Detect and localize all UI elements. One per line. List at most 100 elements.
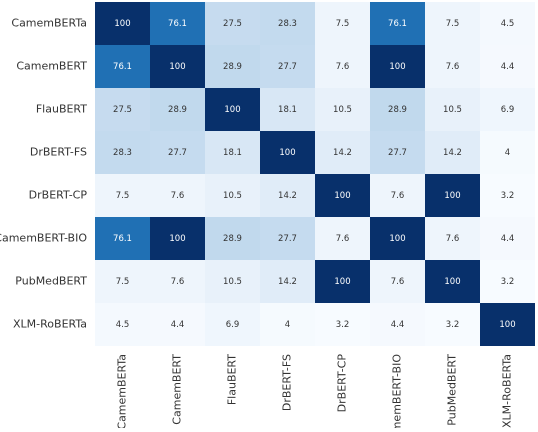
heatmap-cell (370, 217, 425, 260)
heatmap-cell (315, 2, 370, 45)
cell-value: 7.6 (446, 234, 460, 244)
heatmap-cell (315, 174, 370, 217)
y-tick-label: CamemBERTa (11, 17, 87, 30)
heatmap-cell (480, 88, 535, 131)
heatmap-cell (260, 217, 315, 260)
cell-value: 100 (224, 105, 240, 115)
heatmap-cell (95, 88, 150, 131)
cell-value: 18.1 (223, 148, 242, 158)
cell-value: 100 (114, 19, 130, 29)
x-tick-label: PubMedBERT (446, 354, 459, 426)
heatmap-cell (205, 217, 260, 260)
heatmap-cell (370, 174, 425, 217)
cell-value: 100 (169, 234, 185, 244)
heatmap-cell (370, 303, 425, 346)
heatmap-cell (260, 88, 315, 131)
heatmap-cell (150, 260, 205, 303)
cell-value: 4.5 (501, 19, 515, 29)
y-tick-label: FlauBERT (36, 103, 87, 116)
cell-value: 27.7 (168, 148, 187, 158)
heatmap-cell (150, 303, 205, 346)
y-tick-label: PubMedBERT (15, 275, 87, 288)
heatmap-cell (95, 303, 150, 346)
cell-value: 76.1 (113, 234, 132, 244)
cell-value: 100 (444, 277, 460, 287)
heatmap-cell (260, 131, 315, 174)
heatmap-cell (480, 217, 535, 260)
cell-value: 100 (444, 191, 460, 201)
x-tick-label: CamemBERT-BIO (391, 354, 404, 428)
y-tick-label: CamemBERT-BIO (0, 232, 87, 245)
cell-value: 100 (389, 234, 405, 244)
cell-value: 7.6 (391, 191, 405, 201)
heatmap-cell (480, 2, 535, 45)
heatmap-cell (205, 174, 260, 217)
cell-value: 3.2 (501, 191, 515, 201)
cell-value: 4.4 (391, 320, 405, 330)
cell-value: 7.6 (391, 277, 405, 287)
y-tick-label: DrBERT-CP (29, 189, 88, 202)
cell-value: 4.4 (501, 234, 515, 244)
heatmap-cell (95, 217, 150, 260)
cell-value: 27.7 (278, 62, 297, 72)
heatmap-cell (150, 217, 205, 260)
cell-value: 100 (279, 148, 295, 158)
heatmap-cell (370, 260, 425, 303)
cell-value: 7.6 (336, 62, 350, 72)
cell-value: 3.2 (336, 320, 350, 330)
cell-value: 7.5 (336, 19, 350, 29)
heatmap-cell (315, 303, 370, 346)
x-tick-label: CamemBERT (171, 354, 184, 425)
heatmap-cell (370, 45, 425, 88)
cell-value: 28.9 (388, 105, 407, 115)
cell-value: 100 (169, 62, 185, 72)
heatmap-cell (315, 45, 370, 88)
heatmap-cell (370, 131, 425, 174)
heatmap-cell (150, 45, 205, 88)
cell-value: 10.5 (333, 105, 352, 115)
cell-value: 10.5 (443, 105, 462, 115)
cell-value: 4 (505, 148, 510, 158)
heatmap-cell (480, 45, 535, 88)
heatmap-cell (370, 88, 425, 131)
cell-value: 100 (389, 62, 405, 72)
heatmap-cell (480, 174, 535, 217)
heatmap-cell (95, 174, 150, 217)
x-tick-label: FlauBERT (226, 354, 239, 405)
cell-value: 4 (285, 320, 290, 330)
cell-value: 28.9 (223, 62, 242, 72)
heatmap-cell (315, 217, 370, 260)
x-tick-label: CamemBERTa (116, 354, 129, 428)
cell-value: 4.4 (501, 62, 515, 72)
cell-value: 27.7 (278, 234, 297, 244)
heatmap-cell (425, 303, 480, 346)
cell-value: 18.1 (278, 105, 297, 115)
heatmap-cell (260, 174, 315, 217)
cell-value: 14.2 (278, 277, 297, 287)
cell-value: 4.5 (116, 320, 130, 330)
heatmap-cell (425, 88, 480, 131)
heatmap-cell (95, 45, 150, 88)
heatmap-cell (205, 131, 260, 174)
heatmap-cell (480, 131, 535, 174)
heatmap-cell (425, 131, 480, 174)
cell-value: 7.5 (116, 277, 130, 287)
cell-value: 28.3 (278, 19, 297, 29)
heatmap-cell (480, 303, 535, 346)
heatmap-cell (150, 2, 205, 45)
heatmap-cell (260, 45, 315, 88)
cell-value: 3.2 (446, 320, 460, 330)
cell-value: 100 (334, 191, 350, 201)
heatmap-cell (425, 217, 480, 260)
cell-value: 7.5 (116, 191, 130, 201)
heatmap-cell (425, 174, 480, 217)
heatmap-cell (370, 2, 425, 45)
cell-value: 7.6 (446, 62, 460, 72)
cell-value: 27.5 (113, 105, 132, 115)
heatmap-cell (95, 131, 150, 174)
cell-value: 6.9 (226, 320, 240, 330)
x-tick-label: DrBERT-FS (281, 354, 294, 411)
heatmap-cell (150, 174, 205, 217)
heatmap-cell (205, 45, 260, 88)
cell-value: 3.2 (501, 277, 515, 287)
